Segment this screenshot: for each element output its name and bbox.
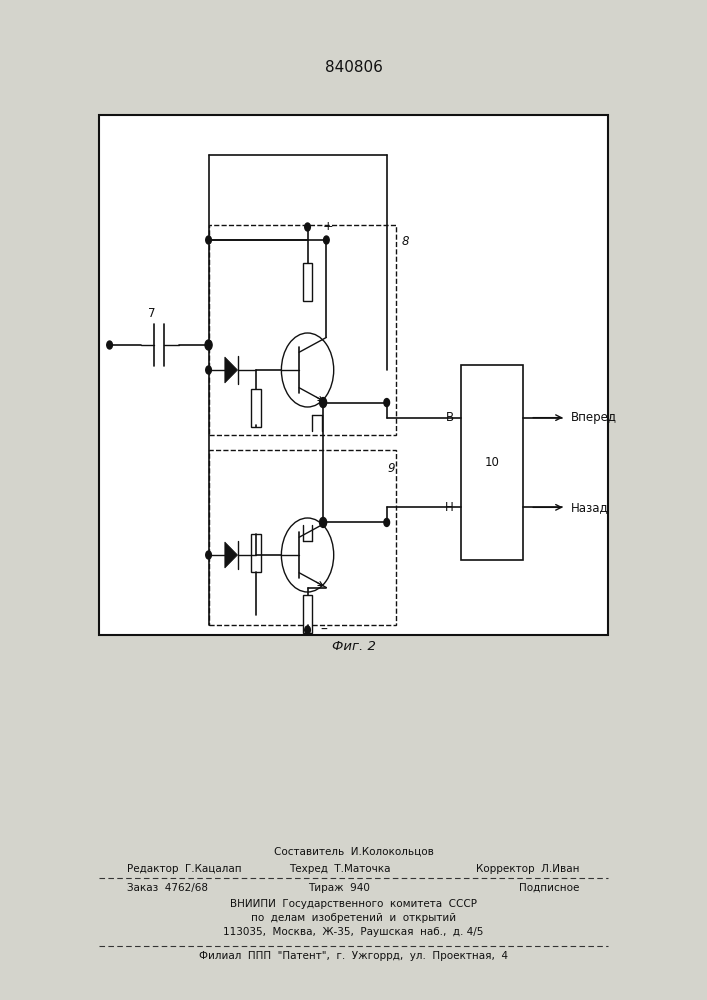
Circle shape (107, 341, 112, 349)
Circle shape (384, 518, 390, 526)
Text: Назад: Назад (571, 501, 609, 514)
Text: Тираж  940: Тираж 940 (308, 883, 370, 893)
Text: Корректор  Л.Иван: Корректор Л.Иван (477, 864, 580, 874)
Text: Составитель  И.Колокольцов: Составитель И.Колокольцов (274, 847, 433, 857)
Text: 840806: 840806 (325, 60, 382, 76)
Bar (461, 365, 523, 560)
Text: ВНИИПИ  Государственного  комитета  СССР: ВНИИПИ Государственного комитета СССР (230, 899, 477, 909)
Text: 7: 7 (148, 307, 156, 320)
Text: 10: 10 (484, 456, 500, 469)
Text: 8: 8 (402, 235, 409, 248)
Circle shape (206, 236, 211, 244)
Bar (99, 115, 608, 635)
Bar (251, 389, 260, 427)
Text: H: H (445, 501, 454, 514)
Text: B: B (446, 411, 454, 424)
Bar (303, 595, 312, 633)
Text: Редактор  Г.Кацалап: Редактор Г.Кацалап (127, 864, 242, 874)
Bar (209, 225, 396, 435)
Bar (209, 450, 396, 625)
Polygon shape (225, 357, 238, 383)
Circle shape (206, 551, 211, 559)
Circle shape (384, 399, 390, 407)
Bar (303, 263, 312, 301)
Circle shape (205, 340, 212, 350)
Bar (251, 534, 260, 572)
Polygon shape (225, 542, 238, 568)
Text: Филиал  ППП  "Патент",  г.  Ужгоррд,  ул.  Проектная,  4: Филиал ППП "Патент", г. Ужгоррд, ул. Про… (199, 951, 508, 961)
Text: Подписное: Подписное (520, 883, 580, 893)
Text: Техред  Т.Маточка: Техред Т.Маточка (288, 864, 390, 874)
Circle shape (324, 236, 329, 244)
Circle shape (320, 517, 327, 527)
Text: 9: 9 (387, 462, 395, 475)
Circle shape (305, 626, 310, 634)
Text: Фиг. 2: Фиг. 2 (332, 641, 375, 654)
Text: по  делам  изобретений  и  открытий: по делам изобретений и открытий (251, 913, 456, 923)
Text: +: + (323, 221, 334, 233)
Text: Заказ  4762/68: Заказ 4762/68 (127, 883, 209, 893)
Circle shape (206, 366, 211, 374)
Text: –: – (320, 623, 327, 637)
Circle shape (320, 398, 327, 408)
Text: 113035,  Москва,  Ж-35,  Раушская  наб.,  д. 4/5: 113035, Москва, Ж-35, Раушская наб., д. … (223, 927, 484, 937)
Circle shape (305, 223, 310, 231)
Text: Вперед: Вперед (571, 411, 617, 424)
